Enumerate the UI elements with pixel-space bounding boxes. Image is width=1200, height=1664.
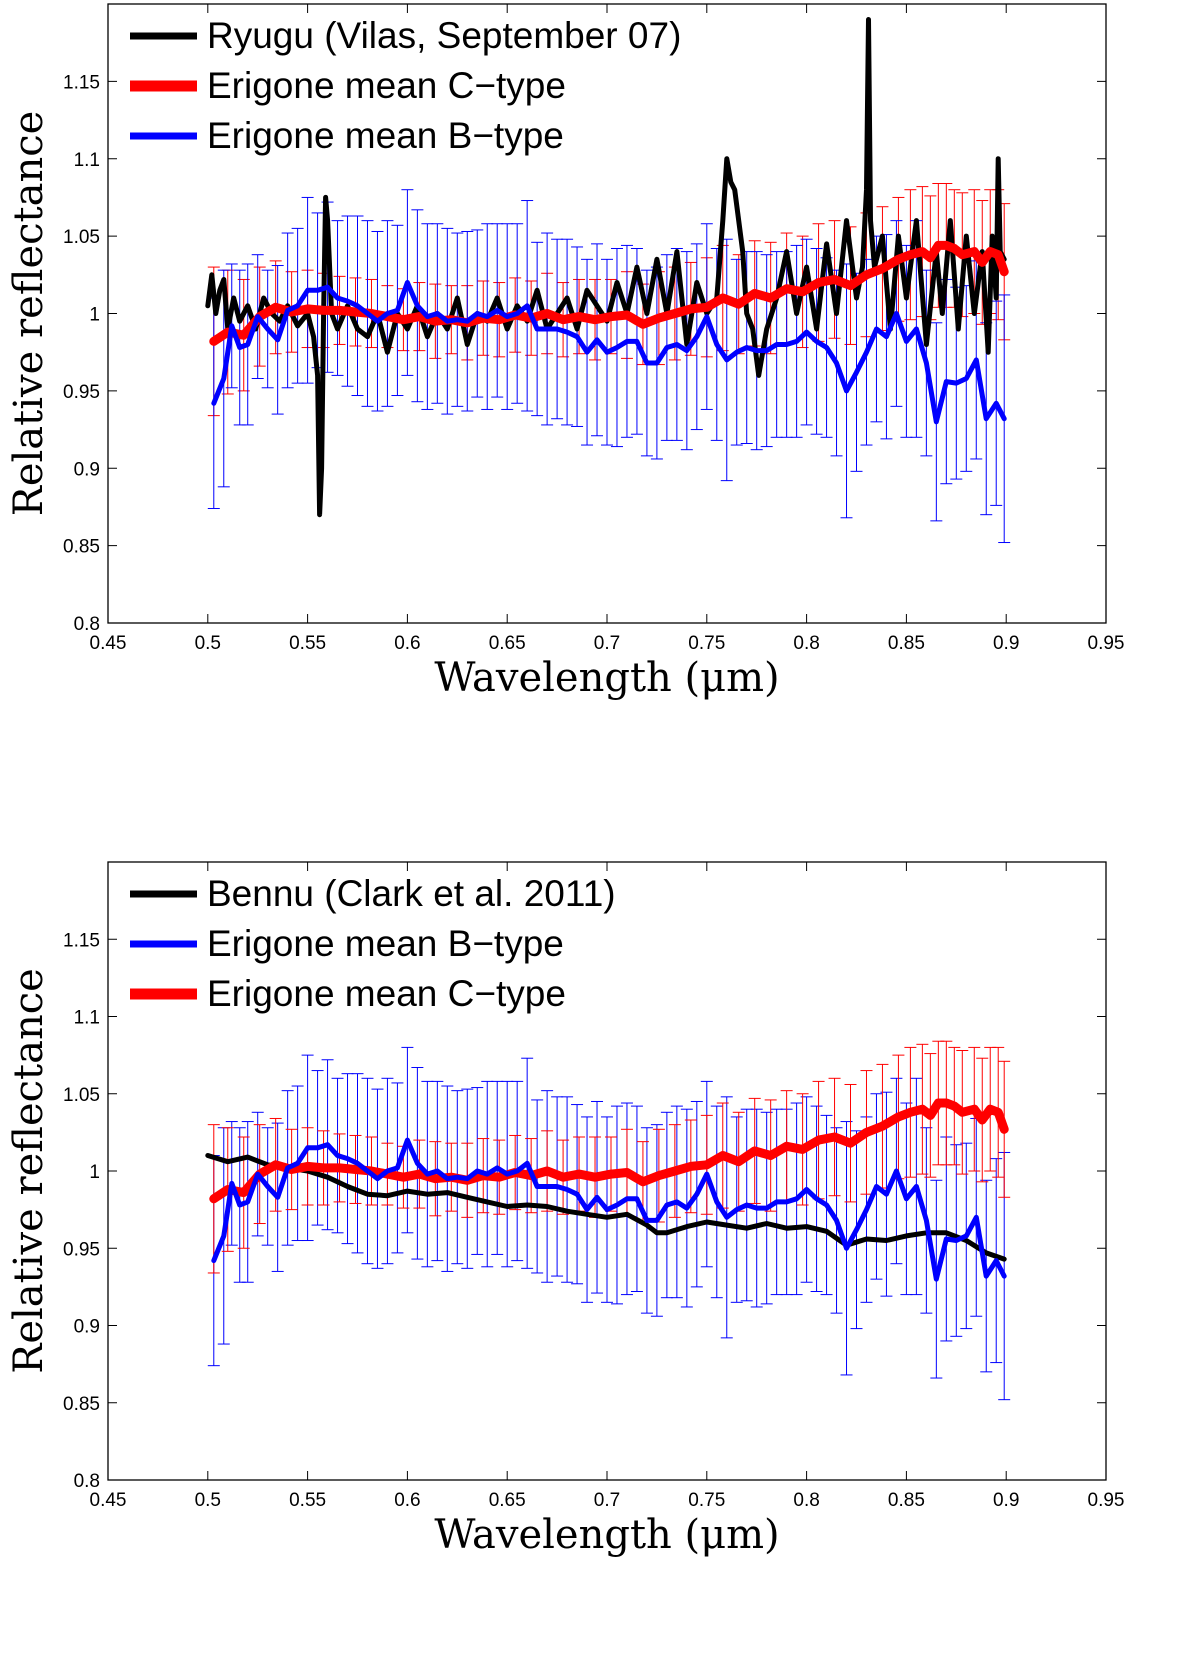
y-tick-label: 1.15 [63,72,100,93]
y-tick-label: 1.05 [63,1085,100,1106]
legend-entry: Erigone mean B−type [207,923,564,964]
legend: Bennu (Clark et al. 2011) Erigone mean B−… [130,873,616,1014]
y-tick-label: 0.85 [63,537,100,558]
y-tick-label: 1.1 [74,1008,100,1029]
y-tick-label: 0.95 [63,382,100,403]
legend-entry: Erigone mean C−type [207,973,566,1014]
x-tick-label: 0.6 [394,633,420,654]
x-tick-label: 0.65 [489,633,526,654]
chart-panel-0: 0.45 0.5 0.55 0.6 0.65 0.7 0.75 0.8 0.85 0.9 0.95 0… [6,3,1125,701]
x-tick-label: 0.85 [888,1490,925,1511]
x-tick-label: 0.7 [594,1490,620,1511]
series-line-2 [209,1098,1009,1204]
plot-data [205,1040,1011,1401]
series-line-2 [211,280,1007,425]
x-tick-label: 0.5 [195,1490,221,1511]
x-tick-label: 0.95 [1088,1490,1125,1511]
x-tick-label: 0.75 [688,1490,725,1511]
legend-entry: Erigone mean B−type [207,115,564,156]
y-tick-label: 1 [89,1162,100,1183]
y-tick-label: 0.9 [74,459,100,480]
x-tick-label: 0.8 [793,633,819,654]
x-tick-label: 0.9 [993,1490,1019,1511]
x-tick-label: 0.5 [195,633,221,654]
legend: Ryugu (Vilas, September 07) Erigone mean … [130,15,681,156]
x-tick-label: 0.75 [688,633,725,654]
x-tick-label: 0.55 [289,633,326,654]
y-tick-label: 0.9 [74,1317,100,1338]
y-tick-label: 1.05 [63,227,100,248]
x-axis-label: Wavelength (μm) [434,655,779,701]
x-tick-label: 0.8 [793,1490,819,1511]
chart-panel-1: 0.45 0.5 0.55 0.6 0.65 0.7 0.75 0.8 0.85 0.9 0.95 0… [6,861,1125,1558]
y-tick-label: 0.95 [63,1239,100,1260]
legend-entry: Bennu (Clark et al. 2011) [207,873,616,914]
y-axis-label: Relative reflectance [6,111,52,517]
x-axis-label: Wavelength (μm) [434,1512,779,1558]
y-tick-label: 1.15 [63,930,100,951]
x-tick-label: 0.85 [888,633,925,654]
y-tick-label: 0.8 [74,614,100,635]
x-tick-label: 0.45 [90,1490,127,1511]
x-tick-label: 0.65 [489,1490,526,1511]
legend-entry: Ryugu (Vilas, September 07) [207,15,681,56]
y-tick-label: 1 [89,305,100,326]
x-tick-label: 0.9 [993,633,1019,654]
x-tick-label: 0.55 [289,1490,326,1511]
x-tick-label: 0.6 [394,1490,420,1511]
y-tick-label: 1.1 [74,150,100,171]
series-line-0 [205,17,1007,518]
series-line-1 [209,240,1009,346]
x-tick-label: 0.95 [1088,633,1125,654]
y-tick-label: 0.85 [63,1394,100,1415]
y-tick-label: 0.8 [74,1471,100,1492]
x-tick-label: 0.45 [90,633,127,654]
series-line-0 [205,1153,1007,1262]
legend-entry: Erigone mean C−type [207,65,566,106]
x-tick-label: 0.7 [594,633,620,654]
y-axis-label: Relative reflectance [6,968,52,1374]
series-line-1 [211,1137,1007,1282]
plot-data [205,17,1011,544]
